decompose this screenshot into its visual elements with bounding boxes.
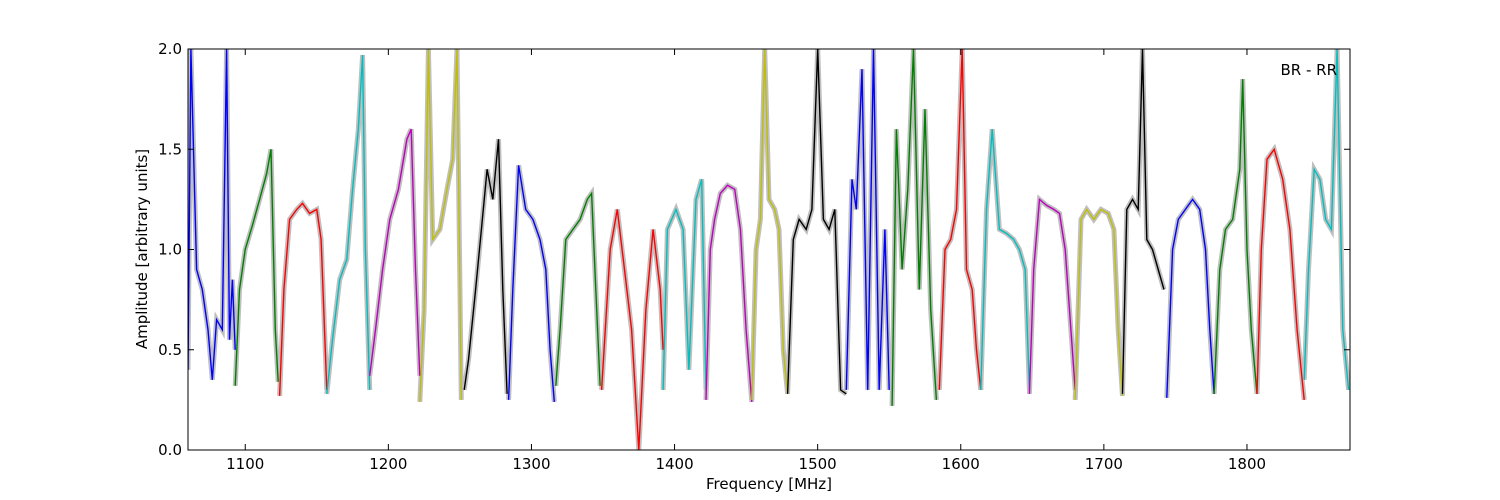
- series-line-1: [234, 149, 279, 386]
- x-tick-label: 1700: [1085, 455, 1123, 473]
- x-tick-label: 1300: [512, 455, 550, 473]
- series-line-4: [369, 128, 421, 376]
- x-tick-label: 1200: [369, 455, 407, 473]
- y-tick-label: 1.0: [158, 241, 182, 259]
- series-line-22: [1213, 79, 1258, 394]
- envelope-band-23: [1254, 143, 1307, 401]
- series-line-20: [1121, 49, 1165, 394]
- series-line-8: [555, 191, 601, 386]
- envelope-band-22: [1211, 79, 1260, 395]
- series-line-18: [1028, 197, 1076, 394]
- y-axis-label: Amplitude [arbitrary units]: [133, 149, 151, 349]
- y-tick-label: 1.5: [158, 140, 182, 158]
- series-line-17: [980, 129, 1031, 390]
- envelope-band-10: [660, 178, 709, 390]
- series-line-0: [188, 49, 236, 380]
- series-line-11: [705, 184, 753, 402]
- series-line-21: [1166, 198, 1215, 398]
- x-tick-label: 1400: [655, 455, 693, 473]
- plot-annotation: BR - RR: [1280, 61, 1337, 79]
- x-axis-label: Frequency [MHz]: [706, 475, 832, 493]
- x-tick-label: 1600: [942, 455, 980, 473]
- series-line-2: [278, 202, 328, 396]
- series-line-5: [419, 49, 462, 402]
- series-line-13: [786, 49, 847, 395]
- envelope-band-7: [506, 164, 557, 403]
- series-line-6: [463, 139, 508, 394]
- envelope-band-12: [749, 49, 791, 400]
- series-line-12: [751, 49, 789, 400]
- series-line-16: [938, 49, 982, 390]
- envelope-band-14: [843, 49, 892, 390]
- envelope-band-11: [703, 182, 755, 403]
- series-layer: [188, 49, 1350, 450]
- envelope-band-19: [1072, 204, 1125, 400]
- x-tick-label: 1100: [226, 455, 264, 473]
- series-line-15: [891, 49, 938, 406]
- y-axis-ticks: 0.0 0.5 1.0 1.5 2.0: [158, 40, 1350, 459]
- series-line-24: [1303, 49, 1350, 390]
- series-line-10: [662, 179, 707, 390]
- x-axis-ticks: 1100 1200 1300 1400 1500 1600 1700 1800: [226, 49, 1266, 473]
- series-line-14: [845, 49, 890, 390]
- x-tick-label: 1500: [799, 455, 837, 473]
- series-line-9: [600, 209, 664, 450]
- series-line-19: [1074, 208, 1124, 400]
- series-line-23: [1256, 147, 1305, 400]
- envelope-layer: [188, 49, 1350, 450]
- series-line-3: [326, 54, 371, 394]
- x-tick-label: 1800: [1228, 455, 1266, 473]
- y-tick-label: 0.0: [158, 441, 182, 459]
- series-line-7: [507, 165, 555, 402]
- y-tick-label: 0.5: [158, 341, 182, 359]
- y-tick-label: 2.0: [158, 40, 182, 58]
- envelope-band-13: [785, 49, 848, 396]
- envelope-band-21: [1164, 195, 1217, 398]
